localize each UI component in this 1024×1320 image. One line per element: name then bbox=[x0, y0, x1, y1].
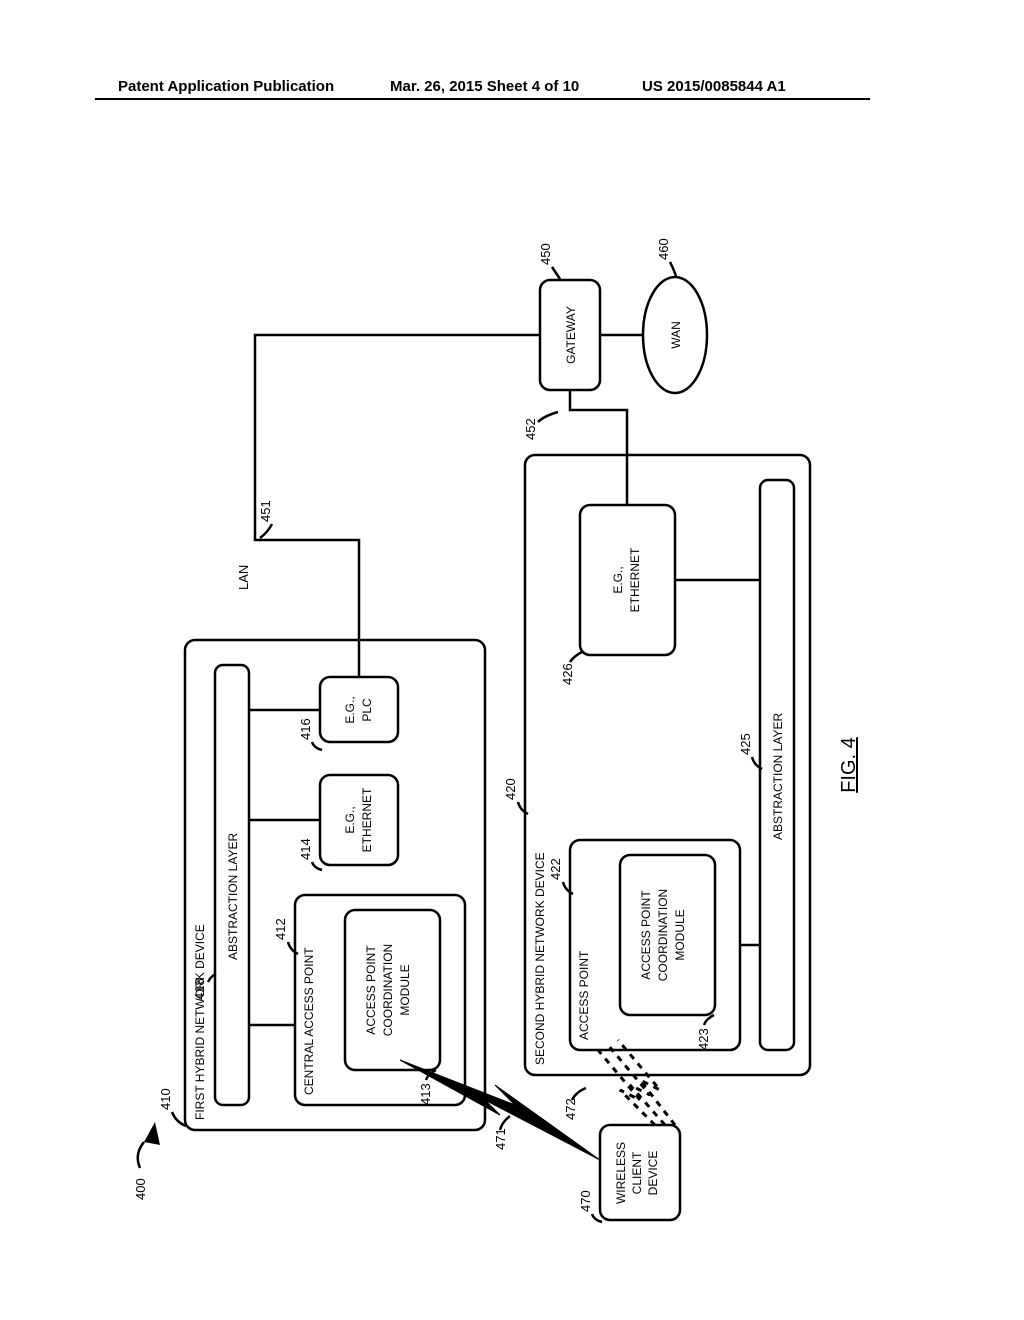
header-mid: Mar. 26, 2015 Sheet 4 of 10 bbox=[390, 78, 579, 95]
ap2-coord-module-l1: ACCESS POINT bbox=[639, 890, 653, 980]
ref-420: 420 bbox=[503, 778, 518, 800]
access-point-2-title: ACCESS POINT bbox=[577, 950, 591, 1040]
figure-label: FIG. 4 bbox=[838, 737, 860, 793]
ref-472: 472 bbox=[563, 1098, 578, 1120]
ref-470: 470 bbox=[578, 1190, 593, 1212]
ref-418: 418 bbox=[192, 978, 207, 1000]
ref-400: 400 bbox=[133, 1178, 148, 1200]
lan-link-452 bbox=[570, 390, 627, 505]
lan-link-451 bbox=[255, 335, 540, 677]
ethernet-2-l1: E.G., bbox=[611, 566, 625, 593]
ethernet-1-l1: E.G., bbox=[343, 806, 357, 833]
ref-425: 425 bbox=[738, 733, 753, 755]
ref-452: 452 bbox=[523, 418, 538, 440]
abstraction-layer-2-label: ABSTRACTION LAYER bbox=[771, 713, 785, 840]
header-rule bbox=[95, 98, 870, 100]
ethernet-2-l2: ETHERNET bbox=[628, 547, 642, 612]
wireless-client-l1: WIRELESS bbox=[614, 1142, 628, 1204]
cap-coord-module-l1: ACCESS POINT bbox=[364, 945, 378, 1035]
cap-coord-module-l2: COORDINATION bbox=[381, 944, 395, 1036]
header-left: Patent Application Publication bbox=[118, 78, 334, 95]
cap-coord-module-l3: MODULE bbox=[398, 964, 412, 1015]
gateway-label: GATEWAY bbox=[564, 306, 578, 364]
wireless-client-l2: CLIENT bbox=[630, 1151, 644, 1194]
ref-460: 460 bbox=[656, 238, 671, 260]
wireless-client-l3: DEVICE bbox=[646, 1151, 660, 1196]
abstraction-layer-1-label: ABSTRACTION LAYER bbox=[226, 833, 240, 960]
ref-426: 426 bbox=[560, 663, 575, 685]
ref-410: 410 bbox=[158, 1088, 173, 1110]
ref-416: 416 bbox=[298, 718, 313, 740]
ref-423: 423 bbox=[696, 1028, 711, 1050]
plc-l1: E.G., bbox=[343, 696, 357, 723]
plc-l2: PLC bbox=[360, 698, 374, 722]
ethernet-1-l2: ETHERNET bbox=[360, 787, 374, 852]
ap2-coord-module-l2: COORDINATION bbox=[656, 889, 670, 981]
plc-box bbox=[320, 677, 398, 742]
ref-422: 422 bbox=[548, 858, 563, 880]
lan-label: LAN bbox=[236, 565, 251, 590]
ref-451: 451 bbox=[258, 500, 273, 522]
ref-413: 413 bbox=[418, 1083, 433, 1105]
second-hybrid-device-title: SECOND HYBRID NETWORK DEVICE bbox=[533, 852, 547, 1065]
wireless-link-472 bbox=[598, 1040, 675, 1125]
ap2-coord-module-l3: MODULE bbox=[673, 909, 687, 960]
ref-450: 450 bbox=[538, 243, 553, 265]
first-hybrid-device-title: FIRST HYBRID NETWORK DEVICE bbox=[193, 924, 207, 1120]
ref-414: 414 bbox=[298, 838, 313, 860]
ref-471: 471 bbox=[493, 1128, 508, 1150]
ref-412: 412 bbox=[273, 918, 288, 940]
header-right: US 2015/0085844 A1 bbox=[642, 78, 786, 95]
central-access-point-title: CENTRAL ACCESS POINT bbox=[302, 947, 316, 1095]
ethernet-1-box bbox=[320, 775, 398, 865]
figure-4-diagram: 400 FIRST HYBRID NETWORK DEVICE 410 ABST… bbox=[100, 160, 900, 1240]
wan-label: WAN bbox=[669, 321, 683, 349]
